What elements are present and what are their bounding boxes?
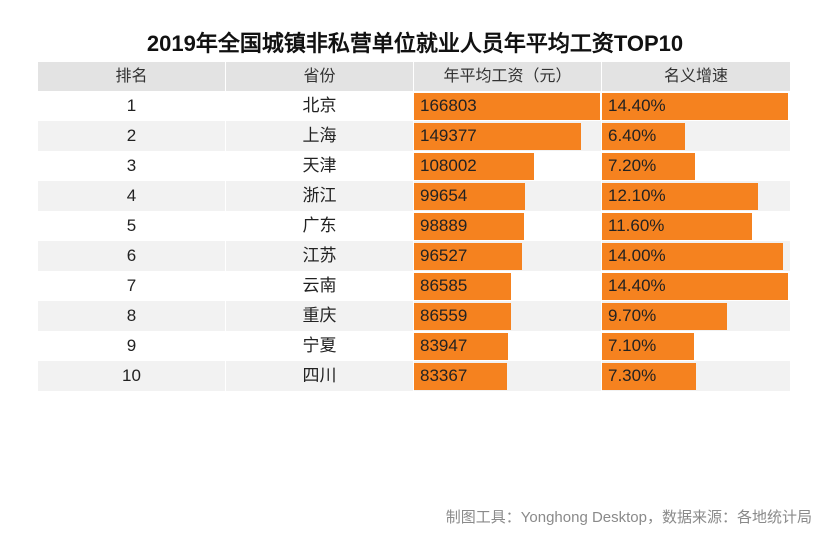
table-body: 1 北京 166803 14.40% 2 上海 149377 6.40% 3 天津 108002 7.… [38,91,790,391]
data-table: 排名 省份 年平均工资（元） 名义增速 1 北京 166803 14.40% 2 上海 14… [38,62,790,391]
table-row[interactable]: 10 四川 83367 7.30% [38,361,790,391]
growth-cell: 7.20% [602,151,790,181]
salary-cell: 166803 [414,91,602,121]
salary-value: 83367 [420,366,468,385]
growth-value: 12.10% [608,186,666,205]
growth-value: 7.20% [608,156,657,175]
table-row[interactable]: 3 天津 108002 7.20% [38,151,790,181]
growth-bar [602,273,788,300]
salary-bar [414,183,526,210]
salary-bar [414,363,507,390]
table-row[interactable]: 2 上海 149377 6.40% [38,121,790,151]
growth-value: 7.10% [608,336,657,355]
column-header-rank[interactable]: 排名 [38,62,226,91]
growth-cell: 9.70% [602,301,790,331]
salary-cell: 96527 [414,241,602,271]
salary-bar [414,213,525,240]
growth-bar [602,213,752,240]
salary-cell: 108002 [414,151,602,181]
province-cell: 上海 [226,121,414,151]
table-row[interactable]: 5 广东 98889 11.60% [38,211,790,241]
salary-value: 96527 [420,246,468,265]
salary-bar [414,93,600,120]
salary-value: 99654 [420,186,468,205]
growth-cell: 14.00% [602,241,790,271]
growth-cell: 6.40% [602,121,790,151]
salary-value: 98889 [420,216,468,235]
salary-bar [414,303,511,330]
salary-value: 166803 [420,96,477,115]
salary-cell: 83947 [414,331,602,361]
province-cell: 天津 [226,151,414,181]
rank-cell: 5 [38,211,226,241]
growth-value: 14.40% [608,96,666,115]
table-row[interactable]: 9 宁夏 83947 7.10% [38,331,790,361]
growth-value: 9.70% [608,306,657,325]
growth-cell: 11.60% [602,211,790,241]
salary-cell: 86559 [414,301,602,331]
growth-value: 6.40% [608,126,657,145]
chart-title: 2019年全国城镇非私营单位就业人员年平均工资TOP10 [146,31,684,56]
growth-bar [602,153,695,180]
table-row[interactable]: 1 北京 166803 14.40% [38,91,790,121]
table-row[interactable]: 7 云南 86585 14.40% [38,271,790,301]
table-row[interactable]: 4 浙江 99654 12.10% [38,181,790,211]
table-header-row: 排名 省份 年平均工资（元） 名义增速 [38,62,790,91]
column-header-growth[interactable]: 名义增速 [663,68,728,85]
table-row[interactable]: 6 江苏 96527 14.00% [38,241,790,271]
growth-cell: 14.40% [602,271,790,301]
rank-cell: 3 [38,151,226,181]
province-cell: 浙江 [226,181,414,211]
province-cell: 云南 [226,271,414,301]
growth-cell: 14.40% [602,91,790,121]
growth-bar [602,363,697,390]
salary-cell: 86585 [414,271,602,301]
column-header-salary[interactable]: 年平均工资（元） [414,62,602,91]
growth-bar [602,183,759,210]
salary-value: 149377 [420,126,477,145]
salary-bar [414,243,522,270]
salary-value: 86585 [420,276,468,295]
salary-bar [414,123,581,150]
growth-value: 11.60% [608,216,665,235]
province-cell: 四川 [226,361,414,391]
growth-bar [602,93,788,120]
rank-cell: 4 [38,181,226,211]
growth-bar [602,303,728,330]
growth-bar [602,123,685,150]
rank-cell: 2 [38,121,226,151]
salary-cell: 98889 [414,211,602,241]
province-cell: 宁夏 [226,331,414,361]
salary-bar [414,153,535,180]
rank-cell: 9 [38,331,226,361]
rank-cell: 7 [38,271,226,301]
rank-cell: 6 [38,241,226,271]
province-cell: 江苏 [226,241,414,271]
rank-cell: 8 [38,301,226,331]
salary-cell: 149377 [414,121,602,151]
growth-bar [602,243,783,270]
province-cell: 北京 [226,91,414,121]
salary-bar [414,273,511,300]
growth-value: 14.00% [608,246,666,265]
growth-value: 14.40% [608,276,666,295]
salary-cell: 99654 [414,181,602,211]
rank-cell: 10 [38,361,226,391]
salary-value: 86559 [420,306,468,325]
table-row[interactable]: 8 重庆 86559 9.70% [38,301,790,331]
growth-cell: 12.10% [602,181,790,211]
salary-value: 83947 [420,336,468,355]
growth-value: 7.30% [608,366,657,385]
column-header-province[interactable]: 省份 [226,62,414,91]
growth-bar [602,333,694,360]
province-cell: 重庆 [226,301,414,331]
salary-value: 108002 [420,156,477,175]
growth-cell: 7.10% [602,331,790,361]
salary-bar [414,333,508,360]
rank-cell: 1 [38,91,226,121]
salary-cell: 83367 [414,361,602,391]
growth-cell: 7.30% [602,361,790,391]
source-footnote: 制图工具：Yonghong Desktop，数据来源：各地统计局 [445,509,812,526]
province-cell: 广东 [226,211,414,241]
